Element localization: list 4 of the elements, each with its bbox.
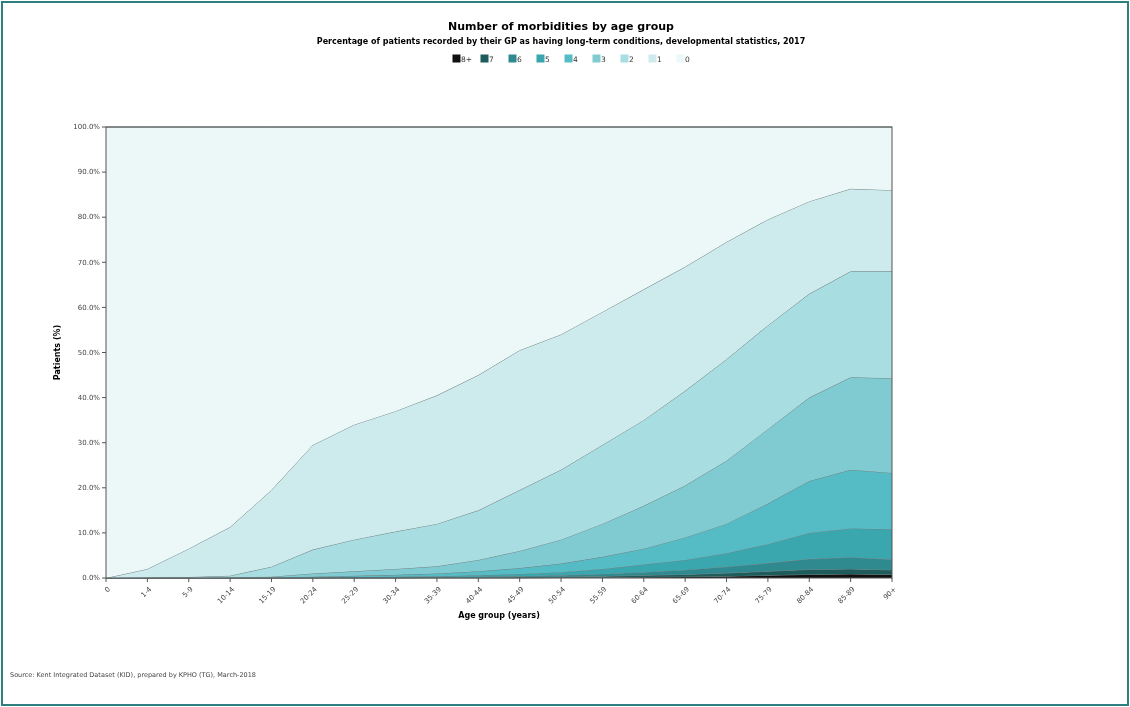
y-axis-title: Patients (%): [53, 324, 62, 381]
x-axis-title: Age group (years): [458, 611, 540, 620]
chart-title: Number of morbidities by age group: [448, 20, 675, 33]
chart-subtitle: Percentage of patients recorded by their GP as having long-term conditions, developmental statistics, 2017: [316, 37, 806, 46]
